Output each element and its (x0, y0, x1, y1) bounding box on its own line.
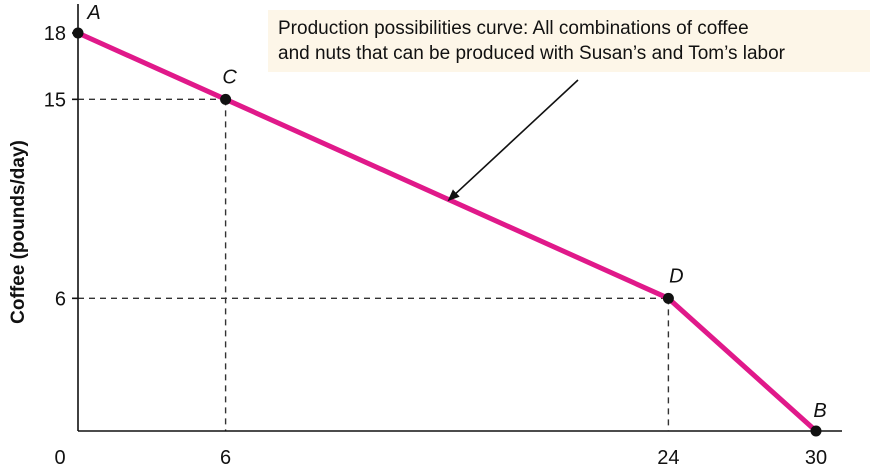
annotation-box (268, 10, 870, 72)
data-point-c (220, 93, 232, 105)
ppc-series (76, 30, 818, 433)
x-tick-label: 0 (54, 447, 65, 469)
point-label-b: B (813, 400, 826, 422)
x-tick-label: 30 (805, 447, 827, 469)
reference-lines (78, 98, 670, 431)
data-points (72, 27, 822, 437)
annotation: Production possibilities curve: All comb… (268, 10, 870, 202)
tick-labels: 6 15 18 0 6 24 30 A C D B (44, 2, 827, 469)
x-tick-label: 6 (220, 447, 231, 469)
point-label-d: D (669, 265, 683, 287)
data-point-b (810, 425, 822, 437)
data-point-a (72, 27, 84, 39)
annotation-arrow (447, 79, 579, 202)
point-label-c: C (222, 66, 237, 88)
y-tick-label: 6 (55, 288, 66, 310)
ppc-line (76, 30, 818, 433)
y-axis-title: Coffee (pounds/day) (8, 140, 29, 324)
annotation-text-line: Production possibilities curve: All comb… (278, 18, 749, 39)
data-point-d (662, 292, 674, 304)
x-tick-label: 24 (657, 447, 679, 469)
y-tick-label: 15 (44, 89, 66, 111)
point-label-a: A (86, 2, 100, 24)
annotation-text-line: and nuts that can be produced with Susan… (278, 43, 786, 64)
y-tick-label: 18 (44, 23, 66, 45)
